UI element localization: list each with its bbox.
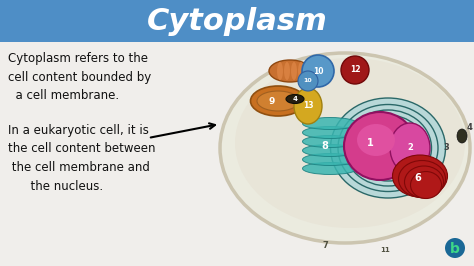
Ellipse shape: [392, 155, 447, 197]
Text: 2: 2: [407, 143, 413, 152]
Ellipse shape: [257, 91, 299, 111]
Ellipse shape: [399, 160, 446, 197]
Ellipse shape: [404, 166, 444, 198]
Text: 4: 4: [467, 123, 473, 132]
Ellipse shape: [357, 124, 395, 156]
Text: 8: 8: [321, 141, 328, 151]
Text: In a eukaryotic cell, it is
the cell content between
 the cell membrane and
    : In a eukaryotic cell, it is the cell con…: [8, 124, 155, 193]
Text: 9: 9: [269, 97, 275, 106]
Text: Cytoplasm refers to the
cell content bounded by
  a cell membrane.: Cytoplasm refers to the cell content bou…: [8, 52, 151, 102]
Text: 10: 10: [313, 66, 323, 76]
Ellipse shape: [457, 129, 467, 143]
Ellipse shape: [302, 135, 357, 148]
Ellipse shape: [220, 53, 470, 243]
Text: 7: 7: [322, 242, 328, 251]
Ellipse shape: [302, 163, 357, 174]
Ellipse shape: [269, 60, 311, 82]
FancyBboxPatch shape: [0, 0, 474, 42]
Text: 10: 10: [304, 78, 312, 84]
Ellipse shape: [302, 153, 357, 165]
Ellipse shape: [286, 94, 304, 103]
Text: 1: 1: [366, 138, 374, 148]
Circle shape: [298, 71, 318, 91]
Ellipse shape: [291, 62, 297, 80]
Circle shape: [302, 55, 334, 87]
Ellipse shape: [330, 98, 446, 198]
Text: b: b: [450, 242, 460, 256]
Text: 11: 11: [380, 247, 390, 253]
Text: Cytoplasm: Cytoplasm: [146, 6, 328, 35]
Ellipse shape: [298, 62, 304, 80]
Ellipse shape: [235, 58, 465, 228]
Ellipse shape: [294, 88, 322, 124]
Ellipse shape: [250, 86, 306, 116]
Text: 12: 12: [350, 65, 360, 74]
Ellipse shape: [356, 120, 420, 176]
Ellipse shape: [277, 62, 283, 80]
Circle shape: [341, 56, 369, 84]
FancyBboxPatch shape: [0, 42, 474, 266]
Ellipse shape: [302, 144, 357, 156]
Ellipse shape: [302, 127, 357, 139]
Ellipse shape: [344, 112, 416, 180]
Circle shape: [445, 238, 465, 258]
Text: 3: 3: [443, 143, 449, 152]
Ellipse shape: [284, 62, 290, 80]
Ellipse shape: [390, 123, 430, 173]
Text: 13: 13: [303, 102, 313, 110]
Text: 4: 4: [292, 96, 298, 102]
Text: 6: 6: [415, 173, 421, 183]
Ellipse shape: [410, 172, 441, 198]
Ellipse shape: [302, 118, 357, 130]
